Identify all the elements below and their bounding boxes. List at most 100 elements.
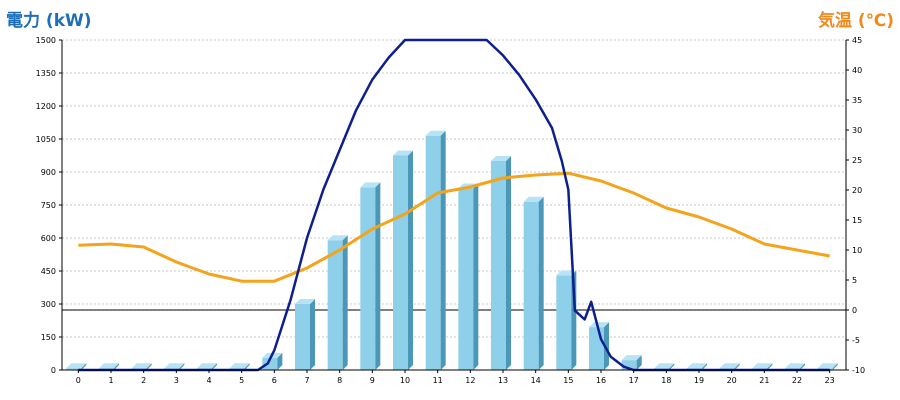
bar-top: [360, 182, 381, 188]
bar-top: [556, 270, 577, 276]
right-tick-label: 20: [852, 186, 862, 195]
right-tick-label: 15: [852, 216, 862, 225]
power-bars: [66, 130, 838, 370]
right-tick-label: 25: [852, 156, 862, 165]
x-tick-label: 11: [433, 376, 443, 385]
bar: [327, 240, 343, 370]
bar-top: [393, 150, 413, 156]
bar: [621, 360, 637, 370]
bar-side: [832, 363, 838, 370]
bar-top: [327, 235, 348, 241]
bar-top: [523, 196, 544, 202]
bar-side: [636, 355, 642, 370]
bar: [262, 357, 278, 370]
right-tick-label: 35: [852, 96, 862, 105]
left-tick-label: 900: [41, 168, 56, 177]
right-tick-label: 5: [852, 276, 857, 285]
bar-side: [310, 299, 315, 370]
bar-top: [229, 363, 250, 369]
bar-top: [164, 363, 185, 369]
bar-side: [277, 352, 283, 370]
x-tick-label: 23: [825, 376, 835, 385]
x-tick-label: 7: [304, 376, 309, 385]
bar: [458, 188, 474, 370]
x-tick-label: 8: [337, 376, 342, 385]
tick-labels: 01503004506007509001050120013501500-10-5…: [36, 36, 865, 385]
bar-top: [66, 363, 87, 369]
left-tick-label: 750: [41, 201, 56, 210]
bar-top: [719, 363, 740, 369]
x-tick-label: 14: [531, 376, 541, 385]
bar-side: [800, 363, 805, 370]
x-tick-label: 5: [239, 376, 244, 385]
x-tick-label: 10: [400, 376, 410, 385]
x-tick-label: 4: [206, 376, 211, 385]
x-tick-label: 17: [629, 376, 639, 385]
grid-lines: [62, 39, 846, 338]
bar-side: [702, 363, 707, 370]
bar-side: [538, 196, 544, 370]
bar-side: [342, 235, 348, 370]
x-tick-label: 20: [727, 376, 737, 385]
x-tick-label: 3: [174, 376, 179, 385]
x-tick-label: 0: [76, 376, 81, 385]
left-axis-title: 電力 (kW): [6, 11, 92, 31]
bar-top: [131, 363, 152, 369]
bar-top: [197, 363, 217, 369]
left-tick-label: 450: [41, 267, 56, 276]
left-tick-label: 0: [51, 366, 56, 375]
bar-top: [295, 299, 315, 304]
x-tick-label: 22: [792, 376, 802, 385]
bar-top: [785, 363, 805, 369]
x-tick-label: 15: [563, 376, 573, 385]
left-tick-label: 1350: [36, 69, 56, 78]
bar-top: [752, 363, 773, 369]
right-tick-label: 30: [852, 126, 862, 135]
bar-side: [767, 363, 773, 370]
x-tick-label: 19: [694, 376, 704, 385]
left-tick-label: 150: [41, 333, 56, 342]
x-tick-label: 1: [108, 376, 113, 385]
bar: [589, 327, 604, 370]
bar-top: [99, 363, 119, 369]
bar: [556, 275, 572, 370]
power-line: [78, 38, 830, 372]
temperature-line: [78, 171, 830, 283]
series-lines: [78, 38, 830, 372]
bar-top: [817, 363, 838, 369]
x-tick-label: 21: [759, 376, 769, 385]
bar-top: [687, 363, 707, 369]
x-tick-label: 6: [272, 376, 277, 385]
left-tick-label: 1200: [36, 102, 56, 111]
x-tick-label: 12: [465, 376, 475, 385]
bar-side: [473, 183, 479, 370]
right-tick-label: 45: [852, 36, 862, 45]
bar-top: [589, 322, 609, 328]
bar-side: [440, 130, 446, 370]
right-tick-label: -10: [852, 366, 865, 375]
x-tick-label: 16: [596, 376, 606, 385]
bar-top: [425, 130, 446, 136]
bar-side: [244, 363, 250, 370]
bar: [523, 201, 539, 370]
bar-side: [734, 363, 740, 370]
bar-top: [621, 355, 642, 361]
x-tick-label: 18: [661, 376, 671, 385]
right-tick-label: 40: [852, 66, 862, 75]
right-tick-label: -5: [852, 336, 860, 345]
bar-side: [114, 363, 119, 370]
bar: [393, 155, 408, 370]
bar: [491, 161, 506, 370]
left-tick-label: 600: [41, 234, 56, 243]
x-tick-label: 2: [141, 376, 146, 385]
bar-side: [375, 182, 381, 370]
bar: [360, 187, 376, 370]
bar-top: [491, 156, 511, 161]
left-tick-label: 1050: [36, 135, 56, 144]
right-tick-label: 0: [852, 306, 857, 315]
bar-side: [81, 363, 87, 370]
axes: [59, 39, 849, 373]
left-tick-label: 1500: [36, 36, 56, 45]
right-axis-title: 気温 (℃): [817, 11, 894, 31]
